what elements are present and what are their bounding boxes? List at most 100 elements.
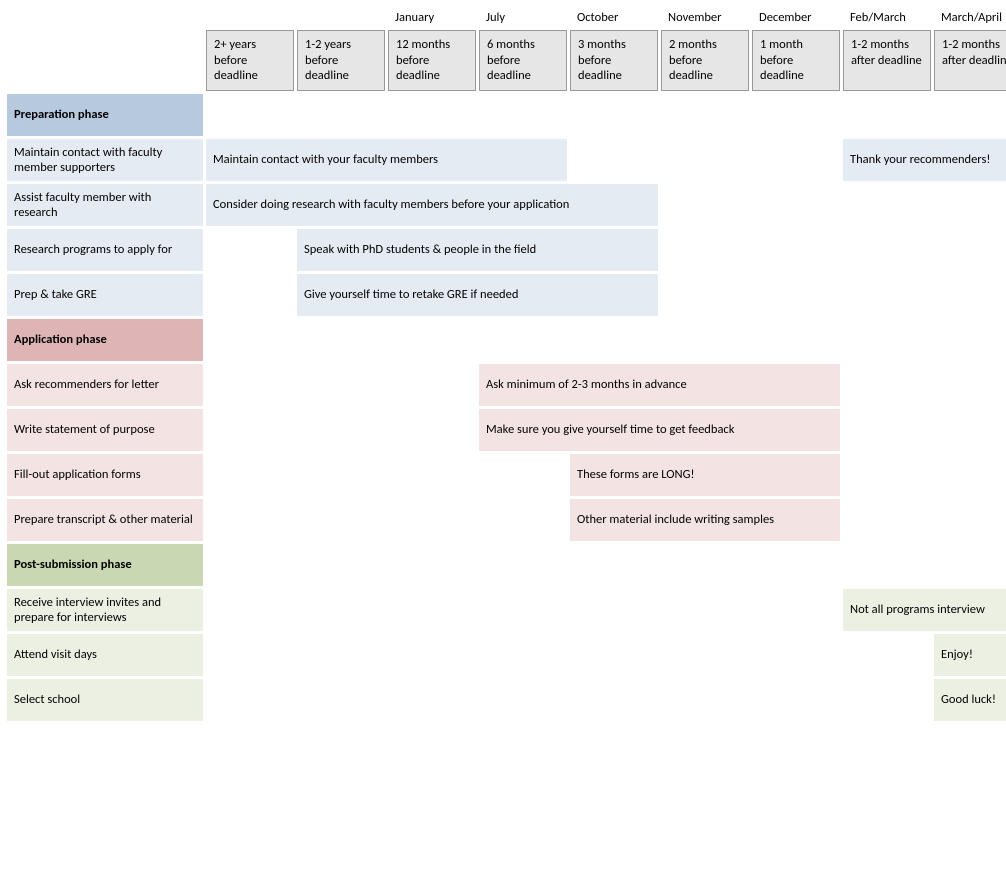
section-prep-title: Preparation phase bbox=[7, 94, 203, 136]
cell bbox=[206, 544, 294, 586]
cell bbox=[297, 589, 385, 631]
row-transcript: Prepare transcript & other material Othe… bbox=[7, 499, 1006, 541]
row-label: Ask recommenders for letter bbox=[7, 364, 203, 406]
cell bbox=[570, 634, 658, 676]
cell bbox=[661, 319, 749, 361]
cell bbox=[934, 319, 1006, 361]
cell bbox=[297, 409, 385, 451]
month-hdr-5: October bbox=[570, 7, 658, 27]
cell bbox=[206, 634, 294, 676]
cell bbox=[388, 679, 476, 721]
cell bbox=[206, 679, 294, 721]
row-fill-a: Speak with PhD students & people in the … bbox=[297, 229, 658, 271]
cell bbox=[479, 634, 567, 676]
cell bbox=[206, 274, 294, 316]
cell bbox=[297, 454, 385, 496]
time-hdr-8: 1-2 months after deadline bbox=[843, 30, 931, 91]
row-application-forms: Fill-out application forms These forms a… bbox=[7, 454, 1006, 496]
cell bbox=[388, 94, 476, 136]
cell bbox=[752, 319, 840, 361]
cell bbox=[206, 229, 294, 271]
cell bbox=[388, 634, 476, 676]
cell bbox=[843, 364, 931, 406]
time-hdr-7: 1 month before deadline bbox=[752, 30, 840, 91]
cell bbox=[297, 544, 385, 586]
row-label: Prep & take GRE bbox=[7, 274, 203, 316]
row-statement-purpose: Write statement of purpose Make sure you… bbox=[7, 409, 1006, 451]
row-label: Receive interview invites and prepare fo… bbox=[7, 589, 203, 631]
cell bbox=[843, 679, 931, 721]
row-label: Prepare transcript & other material bbox=[7, 499, 203, 541]
row-gre: Prep & take GRE Give yourself time to re… bbox=[7, 274, 1006, 316]
cell bbox=[934, 94, 1006, 136]
cell bbox=[752, 229, 840, 271]
cell bbox=[661, 94, 749, 136]
cell bbox=[752, 274, 840, 316]
cell bbox=[752, 544, 840, 586]
cell bbox=[661, 589, 749, 631]
cell bbox=[206, 319, 294, 361]
month-hdr-3: January bbox=[388, 7, 476, 27]
cell bbox=[297, 364, 385, 406]
month-hdr-8: Feb/March bbox=[843, 7, 931, 27]
cell bbox=[479, 499, 567, 541]
row-visit-days: Attend visit days Enjoy! bbox=[7, 634, 1006, 676]
row-fill-a: Ask minimum of 2-3 months in advance bbox=[479, 364, 840, 406]
row-fill-a: Enjoy! bbox=[934, 634, 1006, 676]
cell bbox=[661, 634, 749, 676]
row-label: Maintain contact with faculty member sup… bbox=[7, 139, 203, 181]
section-prep: Preparation phase bbox=[7, 94, 1006, 136]
month-header-row: January July October November December F… bbox=[7, 7, 1006, 27]
cell bbox=[206, 499, 294, 541]
cell bbox=[388, 499, 476, 541]
cell bbox=[297, 634, 385, 676]
time-hdr-4: 6 months before deadline bbox=[479, 30, 567, 91]
row-label: Attend visit days bbox=[7, 634, 203, 676]
cell bbox=[206, 589, 294, 631]
month-hdr-1 bbox=[206, 7, 294, 27]
row-fill-a: Not all programs interview bbox=[843, 589, 1006, 631]
row-label: Research programs to apply for bbox=[7, 229, 203, 271]
row-label: Write statement of purpose bbox=[7, 409, 203, 451]
cell bbox=[661, 679, 749, 721]
cell bbox=[388, 454, 476, 496]
month-hdr-7: December bbox=[752, 7, 840, 27]
cell bbox=[752, 634, 840, 676]
cell bbox=[570, 139, 658, 181]
cell bbox=[479, 679, 567, 721]
cell bbox=[843, 274, 931, 316]
row-research-programs: Research programs to apply for Speak wit… bbox=[7, 229, 1006, 271]
month-hdr-0 bbox=[7, 7, 203, 27]
cell bbox=[297, 499, 385, 541]
cell bbox=[388, 364, 476, 406]
cell bbox=[479, 454, 567, 496]
row-fill-a: Maintain contact with your faculty membe… bbox=[206, 139, 567, 181]
cell bbox=[934, 184, 1006, 226]
cell bbox=[661, 139, 749, 181]
section-post: Post-submission phase bbox=[7, 544, 1006, 586]
cell bbox=[752, 184, 840, 226]
month-hdr-2 bbox=[297, 7, 385, 27]
cell bbox=[661, 184, 749, 226]
cell bbox=[934, 229, 1006, 271]
cell bbox=[297, 94, 385, 136]
cell bbox=[934, 544, 1006, 586]
time-hdr-3: 12 months before deadline bbox=[388, 30, 476, 91]
time-hdr-5: 3 months before deadline bbox=[570, 30, 658, 91]
row-label: Assist faculty member with research bbox=[7, 184, 203, 226]
cell bbox=[934, 364, 1006, 406]
month-hdr-4: July bbox=[479, 7, 567, 27]
cell bbox=[934, 499, 1006, 541]
row-fill-a: Good luck! bbox=[934, 679, 1006, 721]
cell bbox=[843, 454, 931, 496]
cell bbox=[388, 544, 476, 586]
time-hdr-9: 1-2 months after deadline bbox=[934, 30, 1006, 91]
cell bbox=[479, 589, 567, 631]
section-app: Application phase bbox=[7, 319, 1006, 361]
cell bbox=[843, 634, 931, 676]
cell bbox=[388, 589, 476, 631]
cell bbox=[570, 589, 658, 631]
row-fill-a: Other material include writing samples bbox=[570, 499, 840, 541]
row-select-school: Select school Good luck! bbox=[7, 679, 1006, 721]
cell bbox=[752, 94, 840, 136]
